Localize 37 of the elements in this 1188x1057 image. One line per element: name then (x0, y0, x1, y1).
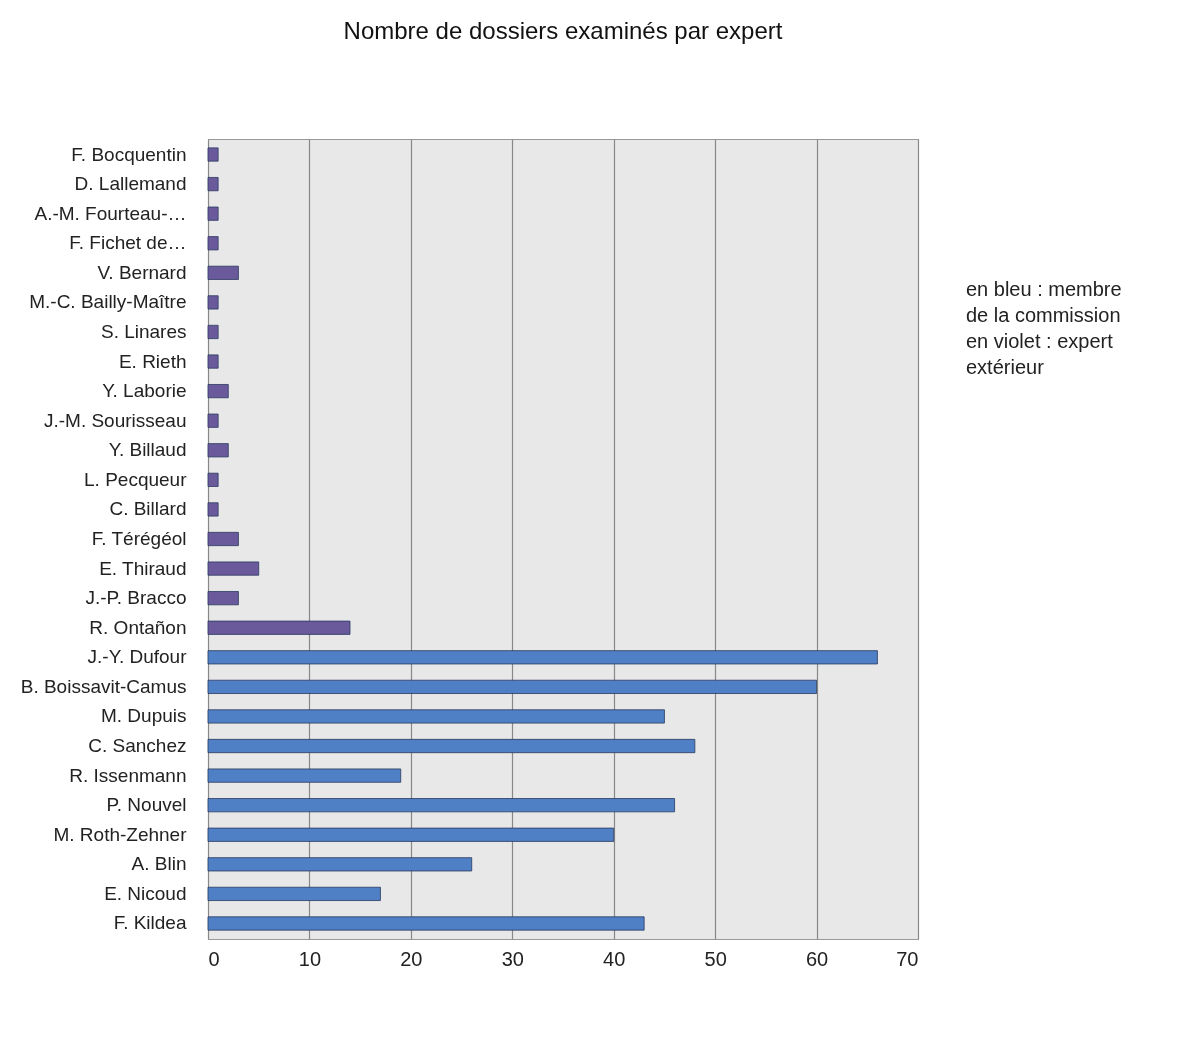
x-tick-label: 20 (400, 947, 423, 970)
y-tick-label: Y. Laborie (102, 380, 187, 402)
y-tick-label: Y. Billaud (108, 439, 187, 461)
y-tick-label: M. Dupuis (100, 705, 187, 727)
y-tick-label: L. Pecqueur (84, 468, 188, 490)
y-tick-label: B. Boissavit-Camus (20, 675, 187, 697)
y-tick-label: A. Blin (131, 853, 187, 875)
y-tick-label: P. Nouvel (106, 794, 187, 816)
y-tick-label: A.-M. Fourteau-… (34, 202, 187, 224)
x-tick-label: 40 (603, 947, 626, 970)
y-tick-label: E. Rieth (118, 350, 187, 372)
y-tick-label: J.-P. Bracco (85, 587, 187, 609)
y-tick-label: R. Issenmann (69, 764, 187, 786)
y-tick-label: C. Sanchez (88, 735, 187, 757)
y-tick-label: F. Fichet de… (69, 232, 187, 254)
text: en violet : expert extérieur (966, 329, 1114, 380)
y-tick-label: M. Roth-Zehner (53, 823, 188, 845)
y-tick-label: R. Ontañon (89, 616, 187, 638)
y-tick-label: C. Billard (109, 498, 187, 520)
x-tick-label: 0 (208, 947, 220, 970)
y-tick-label: D. Lallemand (74, 173, 187, 195)
y-tick-label: F. Kildea (113, 912, 187, 934)
x-tick-label: 30 (501, 947, 524, 970)
y-tick-label: F. Bocquentin (71, 143, 187, 165)
y-tick-label: F. Térégéol (91, 528, 187, 549)
x-tick-label: 70 (896, 947, 919, 970)
y-tick-label: E. Nicoud (104, 882, 187, 904)
chart-title: Nombre de dossiers examinés par expert (343, 17, 783, 44)
x-tick-label: 50 (704, 947, 727, 970)
x-tick-label: 10 (298, 947, 322, 970)
x-tick-label: 60 (805, 947, 829, 970)
y-tick-label: J.-M. Sourisseau (43, 409, 187, 431)
y-tick-label: V. Bernard (97, 261, 187, 283)
y-tick-label: E. Thiraud (99, 557, 187, 579)
y-tick-label: M.-C. Bailly-Maître (29, 291, 187, 313)
y-tick-label: S. Linares (100, 320, 187, 342)
y-tick-label: J.-Y. Dufour (87, 646, 188, 668)
